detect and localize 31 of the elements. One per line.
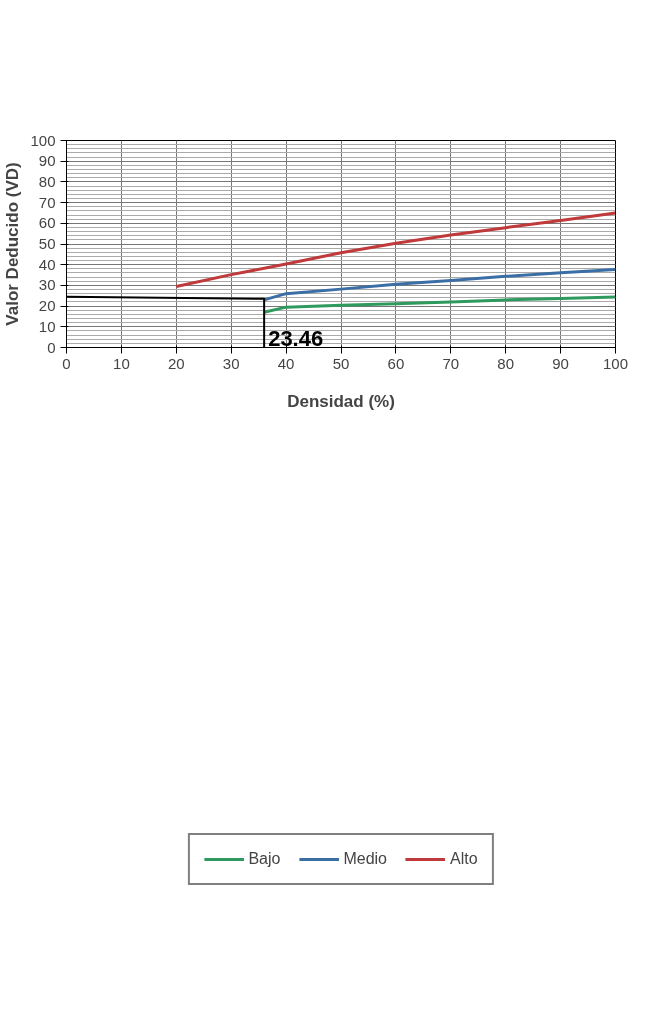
y-tick-label: 60 <box>38 214 56 232</box>
x-tick-label: 40 <box>277 354 295 372</box>
line-series <box>174 211 616 288</box>
x-tick-label: 20 <box>167 354 185 372</box>
y-tick-label: 90 <box>38 152 56 170</box>
x-tick-label: 80 <box>497 354 515 372</box>
y-tick-label: 50 <box>38 235 56 252</box>
y-tick-label: 30 <box>38 276 56 294</box>
x-tick-label: 60 <box>387 354 405 372</box>
y-tick-label: 100 <box>30 131 56 149</box>
x-tick-label: 50 <box>332 354 350 372</box>
y-tick-label: 20 <box>38 297 56 315</box>
y-tick-label: 10 <box>38 317 56 335</box>
y-tick-label: 40 <box>38 255 56 273</box>
annotation: 23.46 <box>268 325 324 351</box>
x-tick-label: 30 <box>222 354 240 372</box>
x-tick-label: 0 <box>62 354 71 372</box>
y-axis-title: Valor Deducido (VD) <box>3 162 23 326</box>
line-series <box>262 295 616 314</box>
y-tick-label: 70 <box>38 193 56 211</box>
legend-label: Bajo <box>248 850 281 868</box>
legend-label: Alto <box>450 850 478 868</box>
legend-label: Medio <box>343 850 388 868</box>
y-tick-label: 80 <box>38 172 56 190</box>
x-axis-title: Densidad (%) <box>287 391 395 411</box>
x-tick-label: 90 <box>552 354 569 372</box>
x-tick-label: 100 <box>602 354 629 372</box>
y-tick-label: 0 <box>47 338 56 356</box>
line-series <box>262 267 616 302</box>
x-tick-label: 70 <box>442 354 460 372</box>
x-tick-label: 10 <box>113 354 130 372</box>
